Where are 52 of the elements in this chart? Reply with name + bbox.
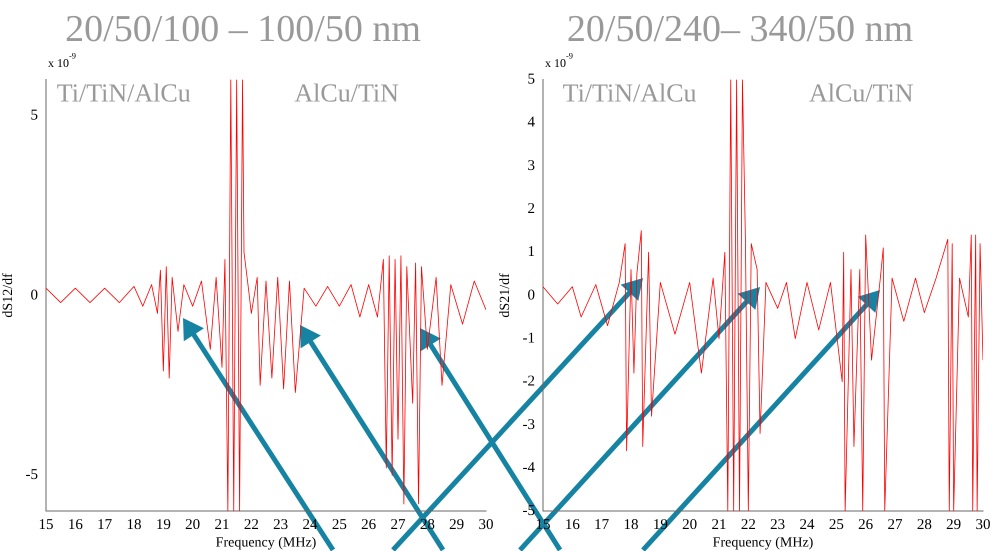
y-tick-label: -5 [522, 503, 535, 520]
y-tick-label: -3 [522, 416, 535, 433]
x-tick-label: 21 [712, 517, 726, 534]
x-tick-label: 17 [97, 517, 113, 534]
x-tick-label: 22 [740, 517, 756, 534]
x-tick-label: 19 [156, 517, 171, 534]
x-tick-label: 21 [214, 517, 230, 534]
y-axis-title: dS21/df [498, 272, 514, 318]
y-tick-label: 1 [528, 244, 535, 260]
x-tick-label: 30 [976, 517, 990, 534]
x-tick-label: 26 [858, 517, 874, 534]
x-tick-label: 18 [126, 517, 142, 534]
x-tick-label: 23 [770, 517, 786, 534]
x-tick-label: 27 [390, 517, 406, 534]
x-tick-label: 25 [828, 517, 844, 534]
x-tick-label: 20 [682, 517, 698, 534]
x-tick-label: 16 [564, 517, 580, 534]
y-tick-label: 3 [528, 158, 535, 174]
y-tick-label: -5 [26, 467, 38, 484]
y-tick-label: 0 [528, 287, 535, 304]
x-tick-label: 18 [624, 517, 638, 534]
y-tick-label: 4 [528, 114, 536, 131]
x-axis-title: Frequency (MHz) [712, 535, 814, 550]
x-tick-label: 16 [68, 517, 84, 534]
x-tick-label: 27 [888, 517, 903, 534]
chart-title: 20/50/100 – 100/50 nm [65, 8, 421, 50]
x-tick-label: 29 [449, 517, 464, 534]
x-tick-label: 22 [244, 517, 259, 534]
annotation: AlCu/TiN [809, 78, 914, 108]
x-tick-label: 15 [38, 517, 54, 534]
x-tick-label: 17 [594, 517, 610, 534]
annotation: Ti/TiN/AlCu [562, 78, 697, 108]
y-tick-label: -1 [522, 330, 535, 346]
y-tick-label: 5 [30, 108, 38, 124]
x-tick-label: 24 [800, 517, 815, 534]
y-tick-label: -4 [522, 460, 536, 476]
x-tick-label: 26 [361, 517, 377, 534]
x-tick-label: 30 [478, 517, 494, 534]
y-axis-title: dS12/df [1, 272, 16, 318]
y-tick-label: 0 [30, 287, 38, 304]
x-tick-label: 25 [332, 517, 347, 534]
annotation: Ti/TiN/AlCu [56, 78, 191, 108]
x-tick-label: 20 [185, 517, 200, 534]
chart-title: 20/50/240– 340/50 nm [566, 8, 914, 50]
y-tick-label: -2 [522, 374, 535, 390]
x-tick-label: 28 [916, 517, 932, 534]
annotation: AlCu/TiN [294, 78, 400, 108]
y-tick-label: 2 [528, 201, 535, 218]
y-tick-label: 5 [528, 72, 535, 88]
x-tick-label: 29 [946, 517, 962, 534]
x-axis-title: Frequency (MHz) [216, 535, 317, 550]
x-tick-label: 23 [273, 517, 288, 534]
